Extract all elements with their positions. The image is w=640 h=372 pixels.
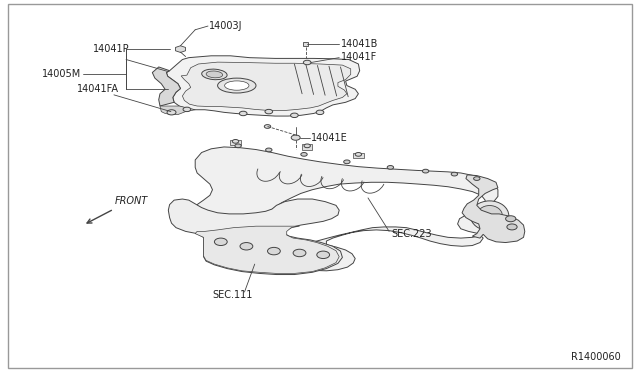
Text: 14041E: 14041E: [311, 133, 348, 142]
Circle shape: [183, 107, 191, 112]
Text: FRONT: FRONT: [115, 196, 148, 206]
Circle shape: [451, 172, 458, 176]
Circle shape: [304, 144, 310, 148]
Circle shape: [474, 177, 480, 180]
Polygon shape: [195, 147, 498, 271]
Polygon shape: [166, 56, 360, 116]
Bar: [230, 140, 241, 145]
Circle shape: [264, 125, 271, 128]
Polygon shape: [168, 199, 342, 275]
Circle shape: [167, 110, 176, 115]
Circle shape: [232, 140, 239, 143]
Ellipse shape: [477, 205, 502, 226]
Circle shape: [291, 113, 298, 118]
Text: R1400060: R1400060: [571, 352, 621, 362]
Ellipse shape: [470, 201, 509, 231]
Circle shape: [387, 166, 394, 169]
Polygon shape: [160, 106, 195, 115]
Text: 14005M: 14005M: [42, 70, 81, 79]
Bar: [353, 153, 364, 158]
Circle shape: [344, 160, 350, 164]
Ellipse shape: [206, 71, 223, 78]
Text: 14041FA: 14041FA: [77, 84, 119, 94]
Circle shape: [301, 153, 307, 156]
Circle shape: [235, 144, 241, 148]
Text: 14003J: 14003J: [209, 21, 243, 31]
Polygon shape: [195, 226, 339, 273]
Circle shape: [422, 169, 429, 173]
Circle shape: [303, 60, 311, 65]
Ellipse shape: [202, 69, 227, 80]
Text: 14041B: 14041B: [340, 39, 378, 49]
Circle shape: [317, 251, 330, 259]
Text: 14041P: 14041P: [93, 44, 129, 54]
Circle shape: [507, 224, 517, 230]
Polygon shape: [152, 67, 180, 106]
Bar: [302, 144, 312, 150]
Ellipse shape: [218, 78, 256, 93]
Circle shape: [268, 247, 280, 255]
Circle shape: [266, 148, 272, 152]
Bar: [303, 42, 308, 46]
Circle shape: [316, 110, 324, 115]
Text: SEC.111: SEC.111: [212, 290, 253, 299]
Circle shape: [355, 153, 362, 156]
Circle shape: [240, 243, 253, 250]
Circle shape: [506, 216, 516, 222]
Circle shape: [239, 111, 247, 116]
Polygon shape: [175, 46, 186, 52]
Polygon shape: [181, 62, 351, 110]
Circle shape: [214, 238, 227, 246]
Circle shape: [291, 135, 300, 140]
Text: SEC.223: SEC.223: [392, 230, 432, 239]
Polygon shape: [462, 175, 525, 243]
Ellipse shape: [225, 81, 249, 90]
Circle shape: [293, 249, 306, 257]
Text: 14041F: 14041F: [340, 52, 377, 61]
Circle shape: [265, 109, 273, 114]
